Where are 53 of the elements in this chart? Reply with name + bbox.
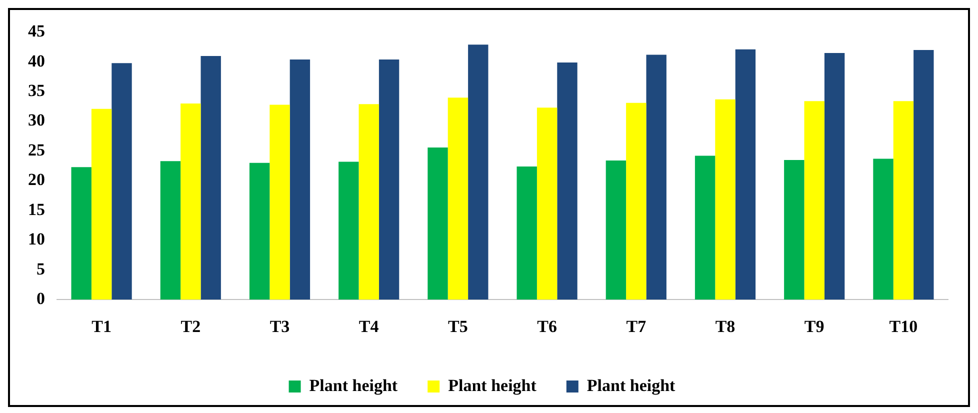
bar [715,99,736,300]
legend-label: Plant height [309,376,398,395]
bar [804,101,824,300]
bar [873,158,894,300]
x-tick-label: T4 [358,317,380,336]
legend-label: Plant height [586,376,676,395]
bar [606,160,626,300]
bar [914,50,934,300]
bar [735,49,756,300]
bar [448,98,468,300]
x-tick-label: T5 [448,317,468,336]
x-tick-label: T9 [804,317,824,336]
bar [200,56,221,300]
y-tick-label: 40 [28,51,45,70]
bar [290,60,310,300]
y-tick-label: 45 [28,22,45,41]
bar [536,108,558,300]
x-tick-label: T6 [537,317,557,336]
bar [180,104,201,300]
bar [160,161,181,300]
bar [626,102,646,300]
legend-label: Plant height [448,376,537,395]
x-tick-label: T1 [92,317,112,336]
bar [694,156,716,300]
bar [338,162,359,300]
bar [358,104,379,300]
bar [378,60,400,300]
bar [646,54,666,300]
y-tick-label: 15 [28,200,45,219]
bar [468,44,488,300]
bar [824,53,845,300]
x-tick-label: T8 [715,317,736,336]
bar [516,166,537,300]
y-tick-label: 5 [36,259,45,278]
y-tick-label: 10 [28,230,45,249]
bar [270,104,290,300]
x-tick-label: T7 [626,317,647,336]
bar [112,63,132,300]
x-tick-label: T10 [889,317,918,336]
bar [784,160,804,300]
bar [91,108,112,300]
bar [557,62,578,300]
y-tick-label: 20 [28,170,45,190]
bar [428,147,448,300]
y-tick-label: 0 [36,288,45,308]
bar [71,167,92,300]
y-tick-label: 25 [28,140,45,160]
bar [249,162,270,300]
y-tick-label: 35 [28,81,45,100]
y-tick-label: 30 [28,110,45,130]
x-tick-label: T3 [270,317,290,336]
bar [893,101,914,300]
x-tick-label: T2 [180,317,201,336]
